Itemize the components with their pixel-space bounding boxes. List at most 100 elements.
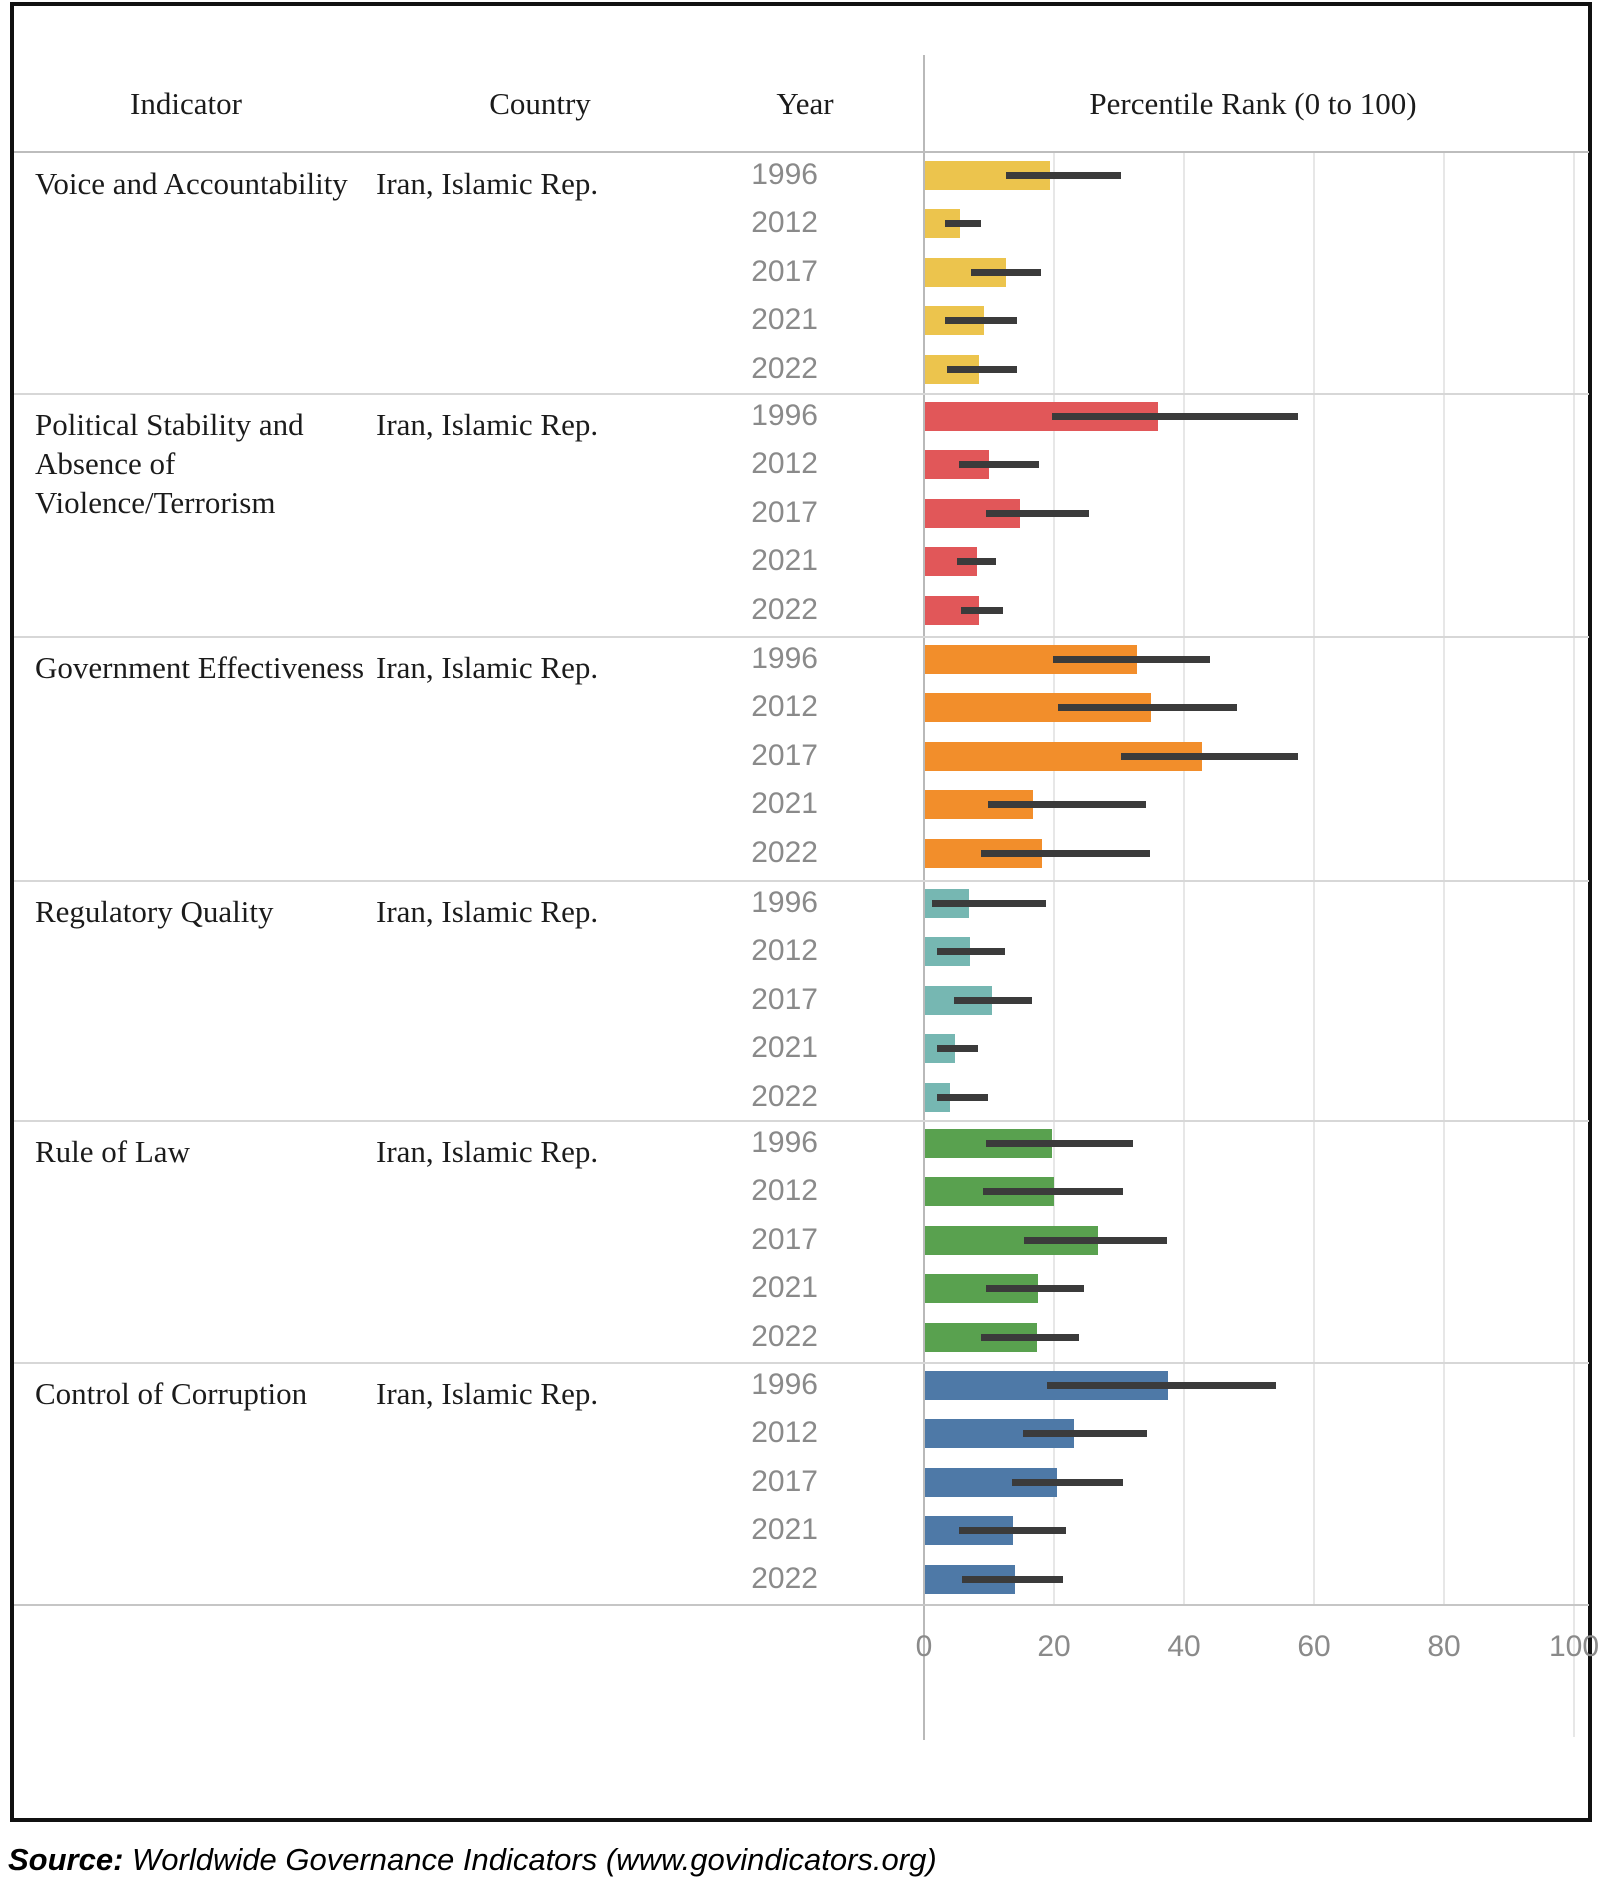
- year-label: 2012: [751, 690, 818, 724]
- source-note: Source: Worldwide Governance Indicators …: [8, 1842, 937, 1878]
- error-bar: [1022, 1430, 1147, 1438]
- header-country: Country: [489, 86, 591, 121]
- error-bar: [1052, 656, 1210, 663]
- year-label: 2022: [751, 1561, 818, 1595]
- section-separator: [14, 1362, 1589, 1364]
- gridline-80: [1443, 153, 1445, 1604]
- error-bar: [987, 801, 1147, 809]
- year-label: 2021: [751, 544, 818, 578]
- year-label: 1996: [751, 886, 818, 919]
- year-label: 2021: [751, 1031, 818, 1065]
- year-label: 2017: [751, 1222, 818, 1256]
- year-label: 1996: [751, 158, 818, 191]
- error-bar: [959, 1527, 1066, 1535]
- x-tick-label: 60: [1297, 1630, 1331, 1663]
- error-bar: [937, 1045, 978, 1053]
- error-bar: [953, 996, 1032, 1004]
- year-label: 2012: [751, 934, 818, 968]
- year-label: 2021: [751, 1513, 818, 1547]
- header-year: Year: [776, 86, 834, 121]
- gridline-40: [1183, 153, 1185, 1604]
- country-label: Iran, Islamic Rep.: [376, 1376, 599, 1411]
- country-label: Iran, Islamic Rep.: [376, 1134, 599, 1169]
- indicator-label: Rule of Law: [35, 1134, 190, 1169]
- error-bar: [961, 606, 1004, 614]
- year-label: 2022: [751, 1079, 818, 1113]
- year-label: 1996: [751, 642, 818, 675]
- error-bar: [946, 365, 1017, 373]
- chart-frame: [10, 2, 1592, 1822]
- indicator-label: Regulatory Quality: [35, 894, 274, 929]
- error-bar: [981, 1333, 1079, 1341]
- source-label: Source:: [8, 1842, 124, 1877]
- year-label: 2021: [751, 1271, 818, 1305]
- year-label: 2012: [751, 1174, 818, 1208]
- error-bar: [981, 849, 1151, 857]
- country-label: Iran, Islamic Rep.: [376, 407, 599, 442]
- year-label: 1996: [751, 1126, 818, 1159]
- error-bar: [937, 1093, 988, 1101]
- error-bar: [944, 317, 1017, 325]
- year-label: 1996: [751, 399, 818, 432]
- x-tick-label: 80: [1427, 1630, 1461, 1663]
- country-label: Iran, Islamic Rep.: [376, 166, 599, 201]
- error-bar: [1052, 413, 1298, 420]
- year-label: 2017: [751, 1464, 818, 1498]
- x-tick-label: 100: [1548, 1630, 1600, 1663]
- error-bar: [959, 461, 1040, 469]
- country-label: Iran, Islamic Rep.: [376, 650, 599, 685]
- axis-baseline: [14, 1604, 1589, 1606]
- year-label: 2012: [751, 447, 818, 481]
- year-label: 2012: [751, 1416, 818, 1450]
- year-label: 2022: [751, 835, 818, 869]
- section-separator: [14, 393, 1589, 395]
- section-separator: [14, 636, 1589, 638]
- indicator-label: Control of Corruption: [35, 1376, 308, 1411]
- axis-zero-line: [923, 55, 925, 1740]
- error-bar: [957, 558, 997, 566]
- x-tick-label: 0: [915, 1630, 933, 1663]
- x-tick-label: 40: [1167, 1630, 1201, 1663]
- error-bar: [985, 1285, 1084, 1293]
- error-bar: [961, 1575, 1064, 1583]
- error-bar: [931, 900, 1047, 907]
- gridline-100: [1573, 153, 1575, 1737]
- error-bar: [1057, 704, 1238, 712]
- gridline-60: [1313, 153, 1315, 1604]
- year-label: 1996: [751, 1368, 818, 1401]
- year-label: 2017: [751, 982, 818, 1016]
- year-label: 2022: [751, 592, 818, 626]
- header-indicator: Indicator: [130, 86, 242, 121]
- indicator-label: Voice and Accountability: [35, 166, 348, 201]
- year-label: 2012: [751, 206, 818, 240]
- year-label: 2022: [751, 1319, 818, 1353]
- indicator-label: Government Effectiveness: [35, 650, 365, 685]
- error-bar: [1011, 1478, 1123, 1486]
- section-separator: [14, 880, 1589, 882]
- country-label: Iran, Islamic Rep.: [376, 894, 599, 929]
- year-label: 2017: [751, 738, 818, 772]
- error-bar: [1024, 1236, 1168, 1244]
- header-percentile-rank: Percentile Rank (0 to 100): [1089, 86, 1417, 121]
- error-bar: [1046, 1382, 1277, 1389]
- gridline-20: [1053, 153, 1055, 1604]
- error-bar: [1120, 752, 1298, 760]
- year-label: 2017: [751, 254, 818, 288]
- header-separator: [14, 151, 1589, 153]
- source-text: Worldwide Governance Indicators (www.gov…: [123, 1842, 937, 1877]
- error-bar: [1005, 172, 1121, 179]
- section-separator: [14, 1120, 1589, 1122]
- error-bar: [985, 509, 1090, 517]
- error-bar: [944, 220, 982, 228]
- year-label: 2021: [751, 303, 818, 337]
- year-label: 2021: [751, 787, 818, 821]
- error-bar: [970, 268, 1041, 276]
- error-bar: [937, 948, 1006, 956]
- error-bar: [983, 1188, 1123, 1196]
- error-bar: [985, 1140, 1134, 1147]
- year-label: 2022: [751, 351, 818, 385]
- year-label: 2017: [751, 495, 818, 529]
- indicator-label: Political Stability and Absence of Viole…: [35, 407, 304, 520]
- x-tick-label: 20: [1037, 1630, 1071, 1663]
